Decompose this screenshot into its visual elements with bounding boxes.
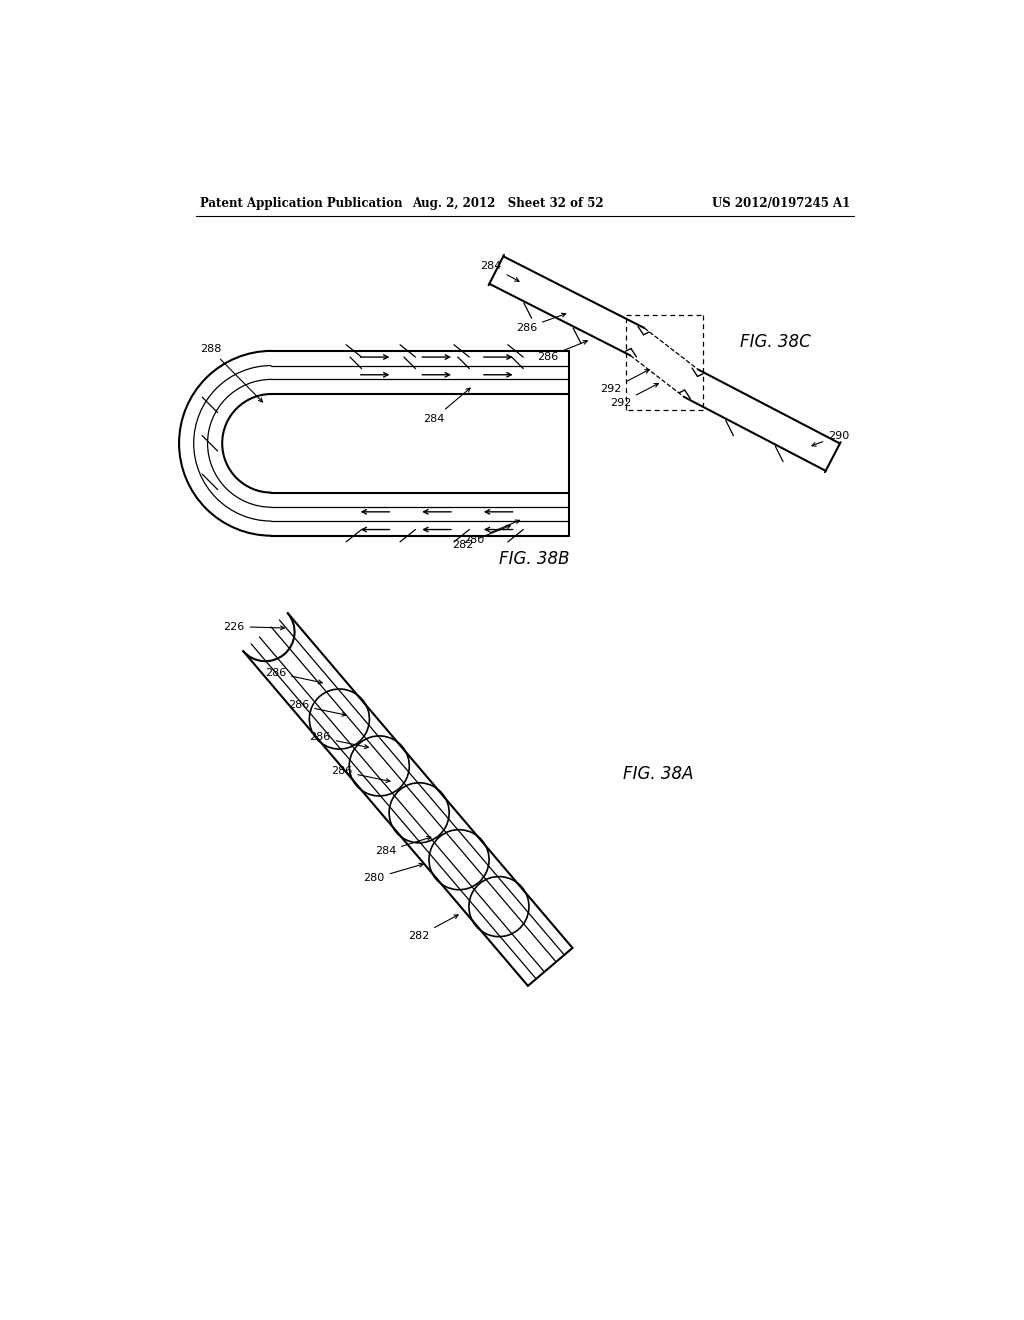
Text: 226: 226 — [223, 622, 285, 631]
Text: FIG. 38B: FIG. 38B — [499, 550, 569, 568]
Text: 284: 284 — [423, 388, 470, 424]
Text: 292: 292 — [609, 384, 658, 408]
Text: 284: 284 — [375, 837, 431, 857]
Text: 286: 286 — [537, 341, 588, 362]
Text: Patent Application Publication: Patent Application Publication — [200, 197, 402, 210]
Text: 282: 282 — [452, 525, 510, 550]
Text: FIG. 38C: FIG. 38C — [740, 333, 811, 351]
Text: 288: 288 — [200, 345, 262, 401]
Text: 286: 286 — [331, 767, 390, 783]
Text: 286: 286 — [516, 313, 565, 333]
Text: 284: 284 — [480, 261, 519, 281]
Text: 282: 282 — [408, 915, 458, 941]
Text: Aug. 2, 2012   Sheet 32 of 52: Aug. 2, 2012 Sheet 32 of 52 — [412, 197, 603, 210]
Text: 280: 280 — [464, 520, 519, 545]
Text: FIG. 38A: FIG. 38A — [624, 766, 694, 783]
Text: US 2012/0197245 A1: US 2012/0197245 A1 — [712, 197, 850, 210]
Text: 290: 290 — [812, 430, 850, 446]
Text: 280: 280 — [364, 863, 423, 883]
Text: 286: 286 — [309, 733, 369, 748]
Text: 286: 286 — [288, 700, 346, 717]
Text: 292: 292 — [600, 370, 649, 395]
Text: 286: 286 — [265, 668, 323, 684]
